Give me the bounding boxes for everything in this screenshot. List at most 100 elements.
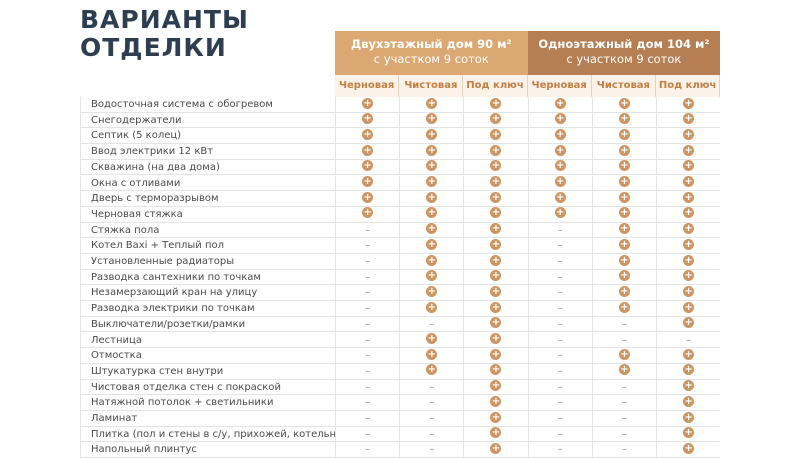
included-icon: + [490,97,502,109]
not-included: – [365,334,371,346]
row-label: Лестница [80,332,335,349]
row-label: Снегодержатели [80,112,335,129]
cell: – [527,363,592,380]
cell: – [527,348,592,364]
included-icon: + [618,113,630,125]
included-icon: + [426,333,438,344]
cell: + [463,363,528,380]
cell: + [463,395,528,411]
not-included: – [557,365,563,377]
not-included: – [365,256,371,267]
cell: + [591,144,656,160]
row-label: Напольный плинтус [80,442,335,458]
included-icon: + [426,254,438,266]
cell: + [463,206,528,223]
cell: – [591,426,656,443]
included-icon: + [426,270,438,282]
cell: + [591,363,656,380]
cell: + [399,269,464,286]
cell: + [656,175,721,192]
cell: + [463,379,528,396]
not-included: – [365,240,371,252]
cell: + [656,395,721,411]
cell: + [335,206,400,223]
cell: – [591,442,656,458]
cell: – [591,395,656,411]
not-included: – [557,350,563,362]
cell: + [656,112,721,129]
cell: + [399,332,464,349]
not-included: – [621,381,627,393]
included-icon: + [554,176,566,187]
cell: + [463,269,528,286]
not-included: – [621,397,627,409]
group-header: Двухэтажный дом 90 м² с участком 9 соток [335,31,528,75]
not-included: – [557,303,563,315]
included-icon: + [554,207,566,219]
not-included: – [365,428,371,440]
cell: + [463,254,528,270]
group-header-line: с участком 9 соток [373,52,489,66]
cell: + [527,144,592,160]
cell: + [656,254,721,270]
cell: – [527,254,592,270]
included-icon: + [426,364,438,376]
not-included: – [557,287,563,299]
cell: + [656,206,721,223]
included-icon: + [490,301,502,313]
cell: – [527,316,592,333]
not-included: – [557,381,563,393]
cell: – [335,222,400,239]
cell: – [335,395,400,411]
not-included: – [621,413,627,424]
cell: + [656,269,721,286]
cell: + [463,411,528,427]
cell: + [656,379,721,396]
included-icon: + [683,427,695,439]
row-label: Черновая стяжка [80,206,335,223]
cell: + [399,285,464,302]
cell: – [335,426,400,443]
included-icon: + [683,364,695,376]
cell: + [463,332,528,349]
row-label: Чистовая отделка стен с покраской [80,379,335,396]
cell: + [335,128,400,145]
included-icon: + [618,270,630,282]
included-icon: + [554,113,566,125]
cell: + [399,175,464,192]
included-icon: + [618,348,630,360]
row-label: Штукатурка стен внутри [80,363,335,380]
cell: + [463,112,528,129]
not-included: – [557,334,563,346]
included-icon: + [490,285,502,297]
not-included: – [621,334,627,346]
cell: + [656,144,721,160]
cell: + [656,411,721,427]
included-icon: + [426,223,438,235]
cell: + [463,144,528,160]
cell: – [656,332,721,349]
cell: + [591,175,656,192]
row-label: Натяжной потолок + светильники [80,395,335,411]
not-included: – [557,428,563,440]
group-header-line: Одноэтажный дом 104 м² [538,37,710,51]
included-icon: + [426,113,438,125]
cell: + [591,285,656,302]
cell: – [399,442,464,458]
row-label: Септик (5 колец) [80,128,335,145]
included-icon: + [490,238,502,250]
cell: + [656,348,721,364]
column-header: Чистовая [399,75,464,97]
row-label: Стяжка пола [80,222,335,239]
cell: + [591,191,656,207]
included-icon: + [683,207,695,219]
not-included: – [365,365,371,377]
included-icon: + [554,97,566,109]
included-icon: + [683,160,695,172]
row-label: Ламинат [80,411,335,427]
group-header-line: с участком 9 соток [566,52,682,66]
cell: – [335,269,400,286]
cell: + [591,97,656,113]
included-icon: + [618,191,630,203]
